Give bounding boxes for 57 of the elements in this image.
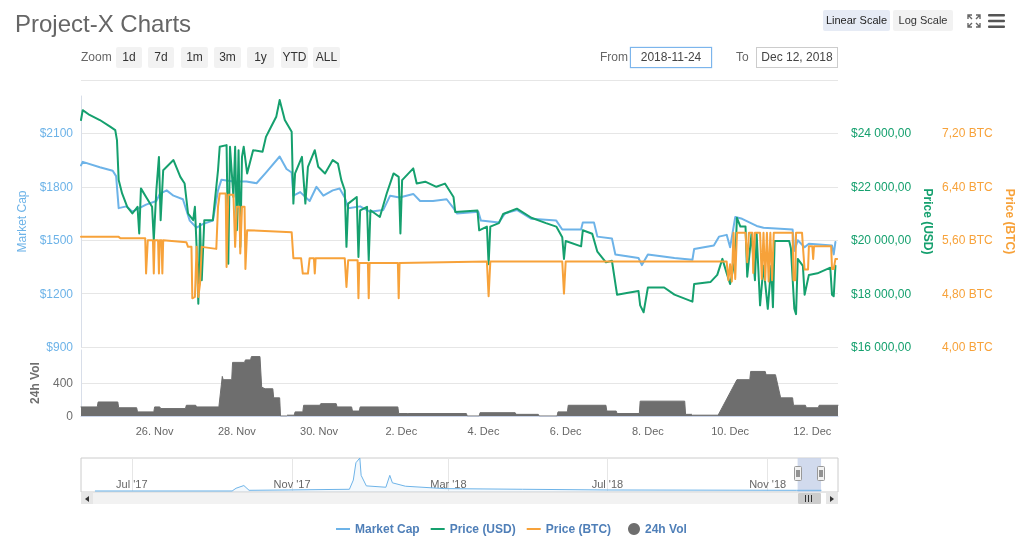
y-tick-label: $1200 — [39, 286, 74, 301]
y3-tick-label: 7,20 BTC — [942, 126, 994, 141]
button: Log Scale — [893, 10, 953, 31]
legend-label: Market Cap — [355, 522, 420, 536]
y2-tick-label: $24 000,00 — [851, 126, 912, 141]
button: YTD — [281, 47, 308, 68]
line-series — [80, 99, 837, 316]
y-axis-title: Market Cap — [15, 190, 29, 253]
y3-axis-title: Price (BTC) — [1002, 188, 1017, 255]
legend-label: Price (BTC) — [545, 522, 612, 536]
y-tick-label: $1800 — [39, 179, 74, 194]
x-tick-label: 26. Nov — [135, 424, 175, 437]
x-tick-label: 28. Nov — [217, 424, 257, 437]
x-tick-label: 10. Dec — [711, 424, 750, 437]
y2-tick-label: $16 000,00 — [851, 340, 912, 354]
x-tick-label: Nov '17 — [273, 477, 311, 490]
date-field: Dec 12, 2018 — [756, 47, 838, 68]
x-tick-label: 30. Nov — [300, 424, 339, 437]
chart-title: Project-X Charts — [15, 9, 192, 37]
button: 3m — [214, 47, 241, 68]
button: 1m — [181, 47, 208, 68]
y3-tick-label: 4,00 BTC — [942, 340, 994, 354]
y2-axis-title: Price (USD) — [920, 188, 935, 255]
y3-tick-label: 6,40 BTC — [942, 179, 994, 194]
button: ALL — [313, 47, 340, 68]
legend-label: 24h Vol — [645, 522, 687, 536]
line-series — [80, 192, 839, 300]
text: From — [600, 49, 628, 66]
legend-label: Price (USD) — [449, 522, 516, 536]
y-axis-title: 24h Vol — [28, 362, 42, 404]
y2-tick-label: $18 000,00 — [851, 286, 912, 301]
x-tick-label: 6. Dec — [549, 424, 583, 437]
button: 1y — [247, 47, 274, 68]
x-tick-label: 8. Dec — [632, 424, 665, 437]
button: Linear Scale — [823, 10, 890, 31]
y3-tick-label: 5,60 BTC — [942, 233, 994, 248]
x-tick-label: Mar '18 — [430, 477, 467, 490]
x-tick-label: Jul '18 — [591, 477, 624, 490]
y-tick-label: $900 — [46, 340, 74, 354]
date-field: 2018-11-24 — [630, 47, 712, 68]
y2-tick-label: $22 000,00 — [851, 179, 912, 194]
x-tick-label: 2. Dec — [385, 424, 418, 437]
x-tick-label: Nov '18 — [749, 477, 787, 490]
button: 1d — [116, 47, 142, 68]
y-tick-label: $1500 — [39, 233, 74, 248]
y3-tick-label: 4,80 BTC — [942, 286, 994, 301]
y-tick-label: 400 — [52, 376, 74, 390]
y-tick-label: 0 — [66, 409, 74, 423]
y-tick-label: $2100 — [39, 126, 74, 141]
text: To — [736, 49, 749, 66]
text: Zoom — [81, 49, 112, 66]
y2-tick-label: $20 000,00 — [851, 233, 912, 248]
line-series — [80, 155, 837, 267]
button: 7d — [148, 47, 174, 68]
x-tick-label: 4. Dec — [467, 424, 500, 437]
x-tick-label: 12. Dec — [793, 424, 832, 437]
x-tick-label: Jul '17 — [116, 477, 148, 490]
